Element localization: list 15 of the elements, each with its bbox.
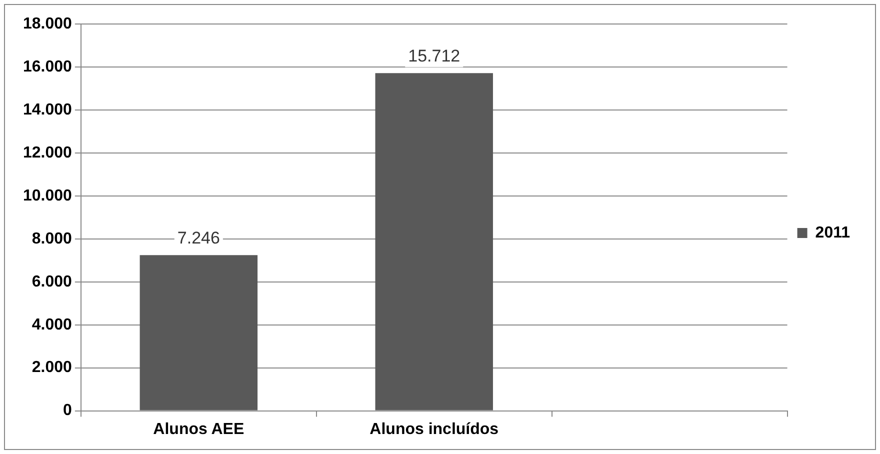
legend-label: 2011 <box>815 224 850 242</box>
y-tick-label: 18.000 <box>23 15 72 32</box>
data-label: 7.246 <box>177 228 220 248</box>
y-tick-label: 2.000 <box>32 359 72 376</box>
y-tick-label: 12.000 <box>23 144 72 162</box>
y-tick-label: 14.000 <box>23 101 72 118</box>
x-tick-label: Alunos incluídos <box>370 420 499 438</box>
y-tick-label: 6.000 <box>32 273 72 290</box>
y-tick-label: 10.000 <box>23 187 72 204</box>
y-tick-label: 16.000 <box>23 58 72 76</box>
y-tick-label: 0 <box>63 402 72 420</box>
x-tick-label: Alunos AEE <box>153 420 244 438</box>
y-tick-label: 8.000 <box>32 230 72 248</box>
data-label: 15.712 <box>408 46 460 66</box>
y-tick-label: 4.000 <box>32 316 72 334</box>
